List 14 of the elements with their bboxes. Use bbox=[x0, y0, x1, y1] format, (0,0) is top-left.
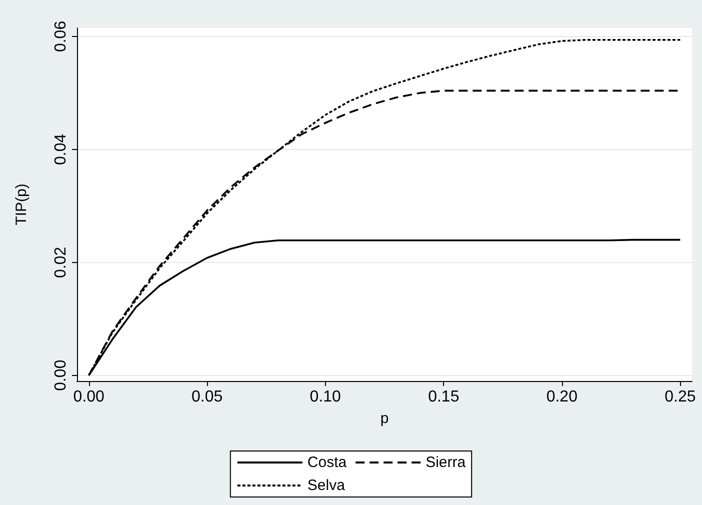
x-tick-label: 0.15 bbox=[428, 388, 460, 406]
legend-label: Costa bbox=[307, 454, 348, 471]
x-tick-label: 0.05 bbox=[192, 388, 223, 406]
x-axis-title: p bbox=[380, 410, 389, 427]
x-tick-label: 0.20 bbox=[546, 388, 578, 406]
y-tick-label: 0.04 bbox=[52, 134, 70, 165]
y-tick-label: 0.02 bbox=[52, 246, 70, 278]
y-tick-label: 0.06 bbox=[52, 20, 70, 52]
y-axis-title: TIP(p) bbox=[13, 184, 30, 226]
x-tick-label: 0.25 bbox=[664, 388, 696, 406]
x-tick-label: 0.10 bbox=[310, 388, 342, 406]
legend-label: Sierra bbox=[426, 454, 466, 471]
legend-label: Selva bbox=[307, 477, 346, 494]
x-tick-label: 0.00 bbox=[73, 388, 104, 406]
